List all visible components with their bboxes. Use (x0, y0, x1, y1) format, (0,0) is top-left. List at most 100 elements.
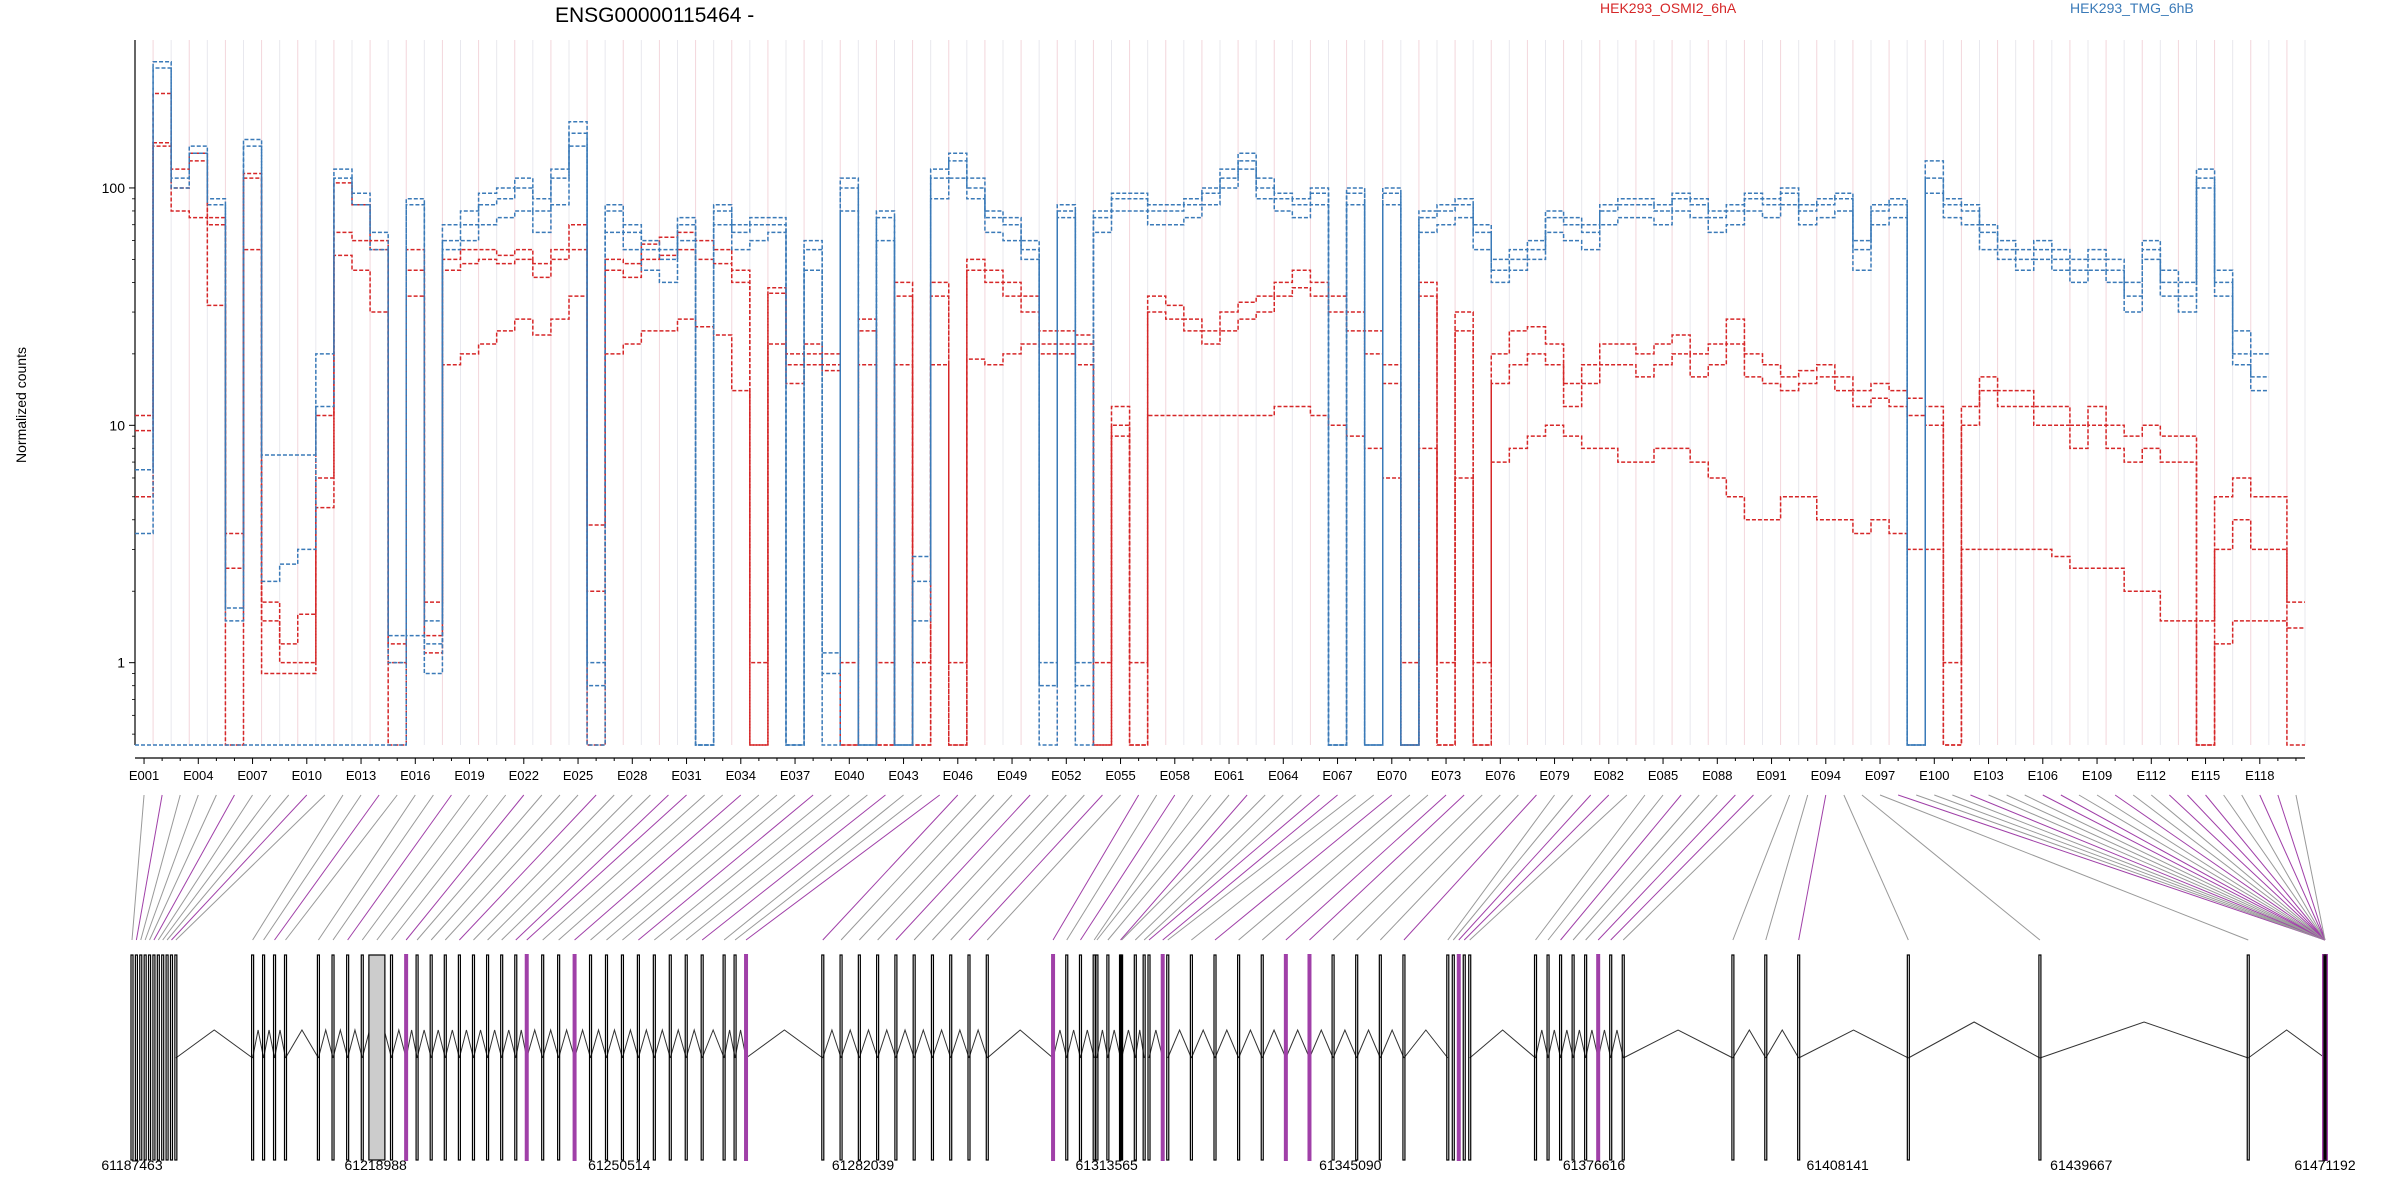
exon-box (174, 954, 178, 1161)
intron (252, 1029, 265, 1059)
exon-box (1797, 954, 1801, 1161)
exon-connector (1191, 794, 1375, 941)
exon-box (588, 954, 593, 1161)
exon-connector-lines (131, 794, 2326, 941)
exon-connector (444, 794, 579, 941)
exon-box (1456, 954, 1461, 1161)
x-tick-label: E019 (454, 768, 484, 783)
intron (1623, 1029, 1734, 1059)
intron (542, 1028, 560, 1059)
exon-box (876, 954, 880, 1161)
intron (1356, 1028, 1381, 1059)
legend-osmi2: HEK293_OSMI2_6hA (1600, 0, 1737, 16)
intron (1597, 1029, 1612, 1059)
exon-connector (1843, 794, 1909, 941)
exon-connector (376, 794, 489, 941)
exon-box (1609, 954, 1613, 1161)
exon-connector (913, 794, 1049, 941)
x-tick-label: E025 (563, 768, 593, 783)
x-tick-label: E112 (2137, 768, 2166, 783)
exon-connector (1093, 794, 1194, 941)
x-tick-label: E022 (509, 768, 539, 783)
intron (1309, 1028, 1334, 1059)
exon-connector (895, 794, 1031, 941)
exon-box (2038, 954, 2042, 1161)
exon-connector (140, 794, 181, 941)
exon-box (1355, 954, 1359, 1161)
exon-connector (2042, 794, 2326, 941)
exon-box (967, 954, 971, 1161)
exon-connector (858, 794, 995, 941)
exon-box (368, 954, 386, 1161)
intron (1079, 1029, 1095, 1059)
exon-connector (1765, 794, 1809, 941)
x-tick-label: E094 (1811, 768, 1841, 783)
exon-connector (274, 794, 380, 941)
plot-area (135, 61, 2305, 746)
exon-box (524, 954, 529, 1161)
exon-connector (1622, 794, 1772, 941)
exon-connector (149, 794, 217, 941)
intron (391, 1028, 407, 1059)
exon-box (684, 954, 688, 1161)
x-tick-label: E076 (1485, 768, 1515, 783)
intron (1096, 1029, 1109, 1059)
exon-box (1402, 954, 1406, 1161)
intron (1732, 1029, 1767, 1059)
intron (669, 1028, 687, 1059)
exon-connector (606, 794, 778, 941)
exon-connector (2295, 794, 2326, 941)
exon-box (152, 954, 156, 1161)
exon-box (169, 954, 174, 1161)
y-tick-label: 100 (102, 180, 126, 196)
y-tick-label: 10 (109, 417, 125, 433)
intron (1107, 1029, 1122, 1059)
exon-box (557, 954, 561, 1161)
exon-box (1451, 954, 1455, 1161)
exon-connector (1143, 794, 1302, 941)
exon-box (134, 954, 138, 1161)
exon-box (346, 954, 350, 1161)
x-tick-label: E034 (726, 768, 756, 783)
exon-box (165, 954, 169, 1161)
exon-connector (2169, 794, 2326, 941)
x-tick-label: E007 (237, 768, 267, 783)
intron (685, 1028, 703, 1059)
x-tick-label: E091 (1756, 768, 1786, 783)
intron (1238, 1028, 1263, 1059)
exon-box (2323, 954, 2327, 1161)
exon-box (1331, 954, 1335, 1161)
exon-connector (1261, 794, 1429, 941)
intron (2039, 1021, 2249, 1059)
intron (263, 1029, 276, 1059)
genome-tick-label: 61282039 (832, 1157, 895, 1173)
exon-connector (2060, 794, 2326, 941)
intron (1610, 1029, 1624, 1059)
x-tick-label: E037 (780, 768, 810, 783)
exon-connector (526, 794, 687, 941)
exon-box (389, 954, 394, 1161)
exon-box (572, 954, 577, 1161)
chart-title: ENSG00000115464 - (555, 4, 754, 27)
intron (986, 1029, 1054, 1059)
x-tick-label: E103 (1973, 768, 2003, 783)
intron (822, 1028, 842, 1059)
series-line-6 (135, 145, 2269, 746)
intron (1214, 1028, 1240, 1059)
exon-connector (1610, 794, 1754, 941)
exon-box (1106, 954, 1110, 1161)
intron (1403, 1029, 1449, 1059)
x-tick-label: E046 (943, 768, 973, 783)
exon-connector (430, 794, 561, 941)
intron (1765, 1029, 1800, 1059)
x-tick-label: E028 (617, 768, 647, 783)
exon-connector (1332, 794, 1483, 941)
intron (332, 1028, 349, 1059)
exon-connector (1096, 794, 1212, 941)
intron (606, 1028, 623, 1059)
exon-box (668, 954, 672, 1161)
exon-connector (542, 794, 705, 941)
exon-connector (1167, 794, 1356, 941)
exon-box (949, 954, 953, 1161)
intron (1379, 1028, 1405, 1059)
